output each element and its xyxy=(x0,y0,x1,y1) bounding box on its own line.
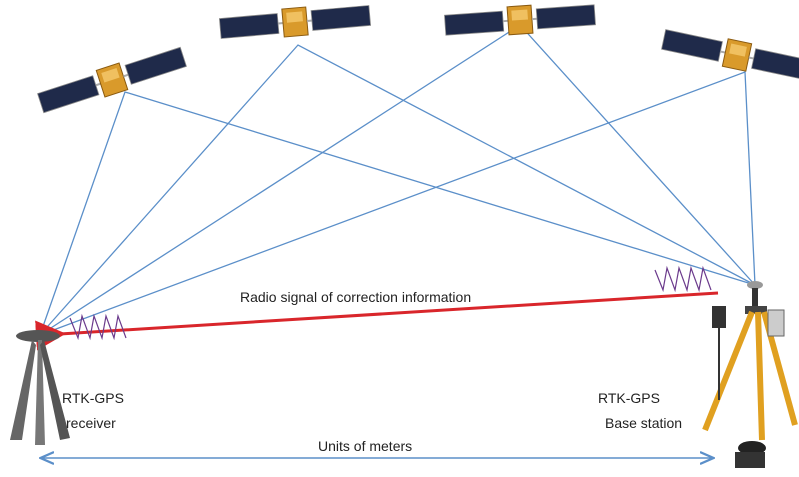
receiver-tripod xyxy=(10,330,70,445)
signal-label: Radio signal of correction information xyxy=(240,289,471,305)
receiver-label: receiver xyxy=(66,415,116,431)
base-station-label: RTK-GPS xyxy=(598,390,660,406)
radio-wave xyxy=(69,313,127,341)
satellites xyxy=(35,0,799,118)
receiver-label: RTK-GPS xyxy=(62,390,124,406)
radio-signal-arrow xyxy=(35,291,719,351)
radio-wave xyxy=(654,265,712,293)
distance-label: Units of meters xyxy=(318,438,412,454)
base-station-label: Base station xyxy=(605,415,682,431)
base-station xyxy=(702,281,798,468)
